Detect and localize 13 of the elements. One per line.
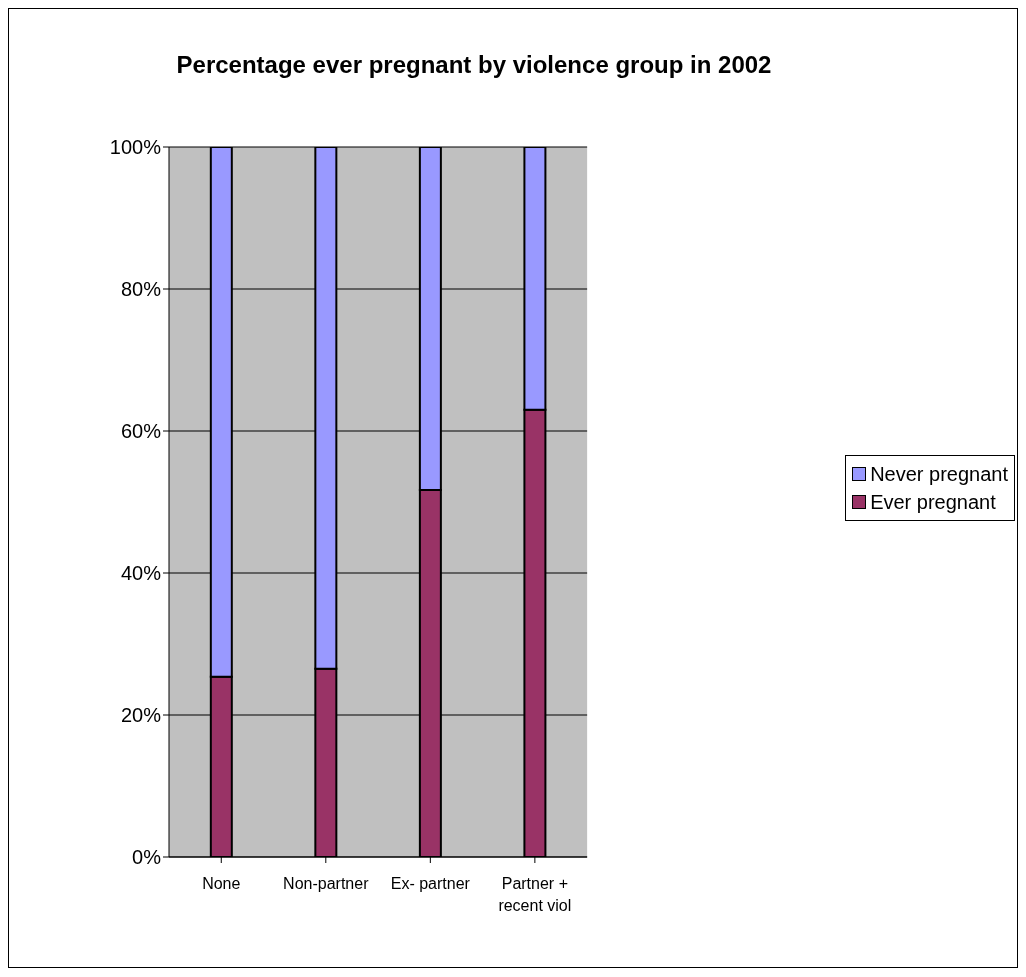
x-tick-label: Non-partner <box>283 875 370 892</box>
y-tick-label: 80% <box>120 278 162 301</box>
y-tick-label: 100% <box>109 136 162 159</box>
y-tick-label: 20% <box>120 704 162 727</box>
x-tick-label: None <box>202 875 241 892</box>
legend-label: Ever pregnant <box>870 490 996 515</box>
y-tick-label: 40% <box>120 562 162 585</box>
x-tick-label: Partner + recent viol <box>498 875 572 914</box>
y-tick-label: 0% <box>132 846 162 869</box>
legend-label: Never pregnant <box>870 462 1008 487</box>
x-tick-label: Ex- partner <box>390 875 471 892</box>
y-tick-label: 60% <box>120 420 162 443</box>
chart-title: Percentage ever pregnant by violence group in 2002 <box>175 51 773 79</box>
